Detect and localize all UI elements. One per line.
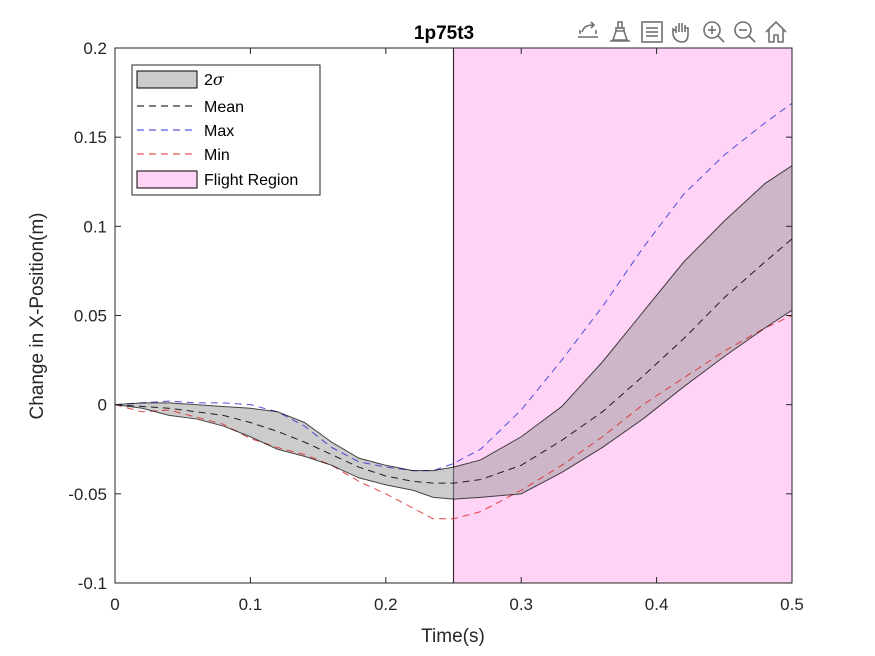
zoom-out-icon[interactable]: [734, 21, 756, 43]
y-tick-label: 0.05: [74, 307, 107, 326]
axes-toolbar: [578, 20, 787, 43]
chart-title: 1p75t3: [414, 23, 474, 44]
x-tick-label: 0.5: [780, 595, 804, 614]
legend-flight-region-swatch: [136, 170, 198, 189]
series-line-2sigma-upper: [114, 165, 793, 472]
x-tick-label: 0.1: [239, 595, 263, 614]
legend[interactable]: 2σ Mean Max Min Flight Region: [131, 64, 321, 196]
legend-sigma-swatch: [136, 70, 198, 89]
x-tick-label: 0.4: [645, 595, 669, 614]
legend-mean-label: Mean: [204, 99, 244, 116]
y-tick-label: 0.15: [74, 128, 107, 147]
series-layer: [114, 102, 793, 520]
export-icon[interactable]: [578, 21, 598, 38]
y-tick-label: -0.1: [78, 574, 107, 593]
pan-icon[interactable]: [672, 23, 689, 43]
y-axis-label: Change in X-Position(m): [27, 213, 48, 420]
series-line-min: [114, 315, 793, 520]
y-tick-label: 0.2: [83, 39, 107, 58]
y-tick-label: 0.1: [83, 217, 107, 236]
legend-min-label: Min: [204, 147, 230, 164]
y-tick-label: -0.05: [68, 485, 107, 504]
brush-icon[interactable]: [610, 21, 630, 42]
y-tick-label: 0: [98, 396, 107, 415]
datatip-icon[interactable]: [641, 21, 663, 43]
series-line-mean: [114, 238, 793, 484]
x-axis-label: Time(s): [421, 626, 485, 647]
legend-sigma-label: 2σ: [204, 70, 225, 89]
x-tick-label: 0: [110, 595, 119, 614]
legend-max-label: Max: [204, 123, 234, 140]
home-icon[interactable]: [765, 20, 787, 43]
series-line-2sigma-lower: [114, 309, 793, 500]
x-tick-label: 0.3: [509, 595, 533, 614]
x-tick-label: 0.2: [374, 595, 398, 614]
zoom-in-icon[interactable]: [703, 21, 725, 43]
tick-layer: 0 0.1 0.2 0.3 0.4 0.5 -0.1 -0.05 0 0.05 0.1 0.15 0.2: [68, 39, 804, 614]
legend-flight-region-label: Flight Region: [204, 172, 298, 189]
